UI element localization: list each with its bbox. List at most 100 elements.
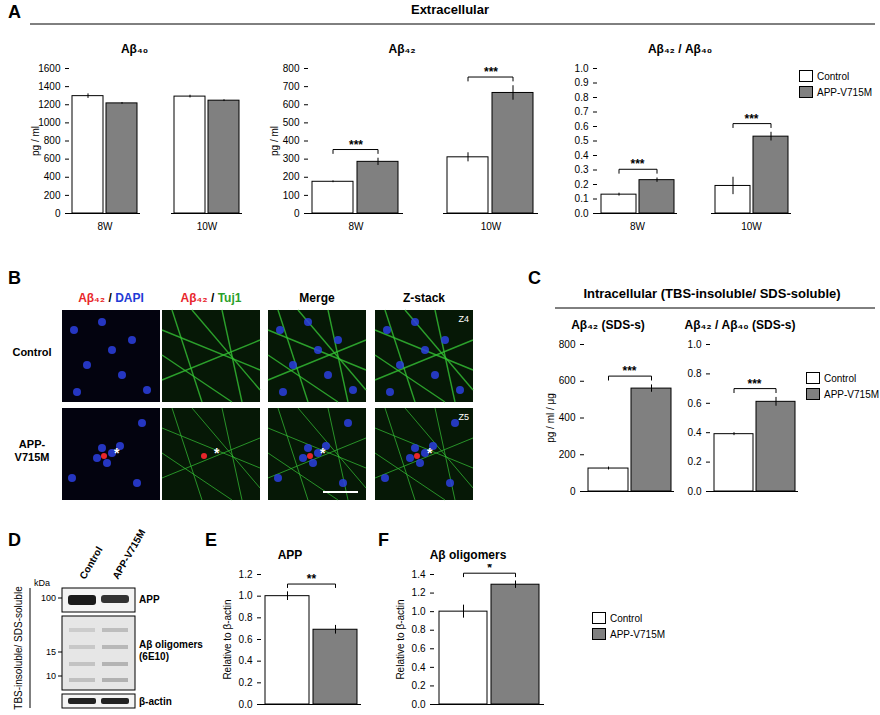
svg-text:0.8: 0.8 — [688, 368, 702, 379]
svg-text:B: B — [8, 268, 21, 288]
svg-text:*: * — [427, 445, 433, 461]
svg-text:Z5: Z5 — [458, 412, 469, 422]
svg-text:200: 200 — [559, 449, 576, 460]
svg-text:*: * — [487, 564, 492, 575]
svg-text:600: 600 — [44, 153, 61, 164]
svg-text:0.1: 0.1 — [575, 193, 589, 204]
svg-text:600: 600 — [283, 99, 300, 110]
svg-text:800: 800 — [559, 339, 576, 350]
svg-text:0.2: 0.2 — [412, 680, 426, 691]
svg-text:800: 800 — [44, 135, 61, 146]
svg-text:0.6: 0.6 — [239, 634, 253, 645]
svg-text:Aβ oligomers: Aβ oligomers — [139, 639, 203, 650]
svg-text:200: 200 — [283, 171, 300, 182]
svg-text:APP-V715M: APP-V715M — [110, 527, 147, 581]
svg-text:0.7: 0.7 — [575, 106, 589, 117]
svg-text:1200: 1200 — [38, 99, 61, 110]
svg-text:0.2: 0.2 — [239, 677, 253, 688]
svg-text:*: * — [320, 445, 326, 461]
svg-text:0.0: 0.0 — [239, 699, 253, 710]
svg-text:0.8: 0.8 — [412, 624, 426, 635]
svg-text:D: D — [8, 530, 21, 550]
svg-text:Control: Control — [12, 346, 51, 358]
svg-text:0.6: 0.6 — [575, 121, 589, 132]
svg-text:Relative to β-actin: Relative to β-actin — [222, 599, 233, 679]
svg-text:0.4: 0.4 — [688, 427, 702, 438]
svg-text:0.2: 0.2 — [575, 179, 589, 190]
svg-text:***: *** — [630, 157, 644, 171]
svg-text:Intracellular (TBS-insoluble/: Intracellular (TBS-insoluble/ SDS-solubl… — [583, 286, 840, 301]
svg-text:0.0: 0.0 — [575, 208, 589, 219]
svg-text:A: A — [8, 2, 21, 22]
svg-text:E: E — [205, 530, 217, 550]
svg-text:8W: 8W — [98, 221, 114, 232]
svg-text:0.6: 0.6 — [412, 643, 426, 654]
svg-text:***: *** — [484, 65, 498, 79]
svg-text:0.5: 0.5 — [575, 135, 589, 146]
svg-text:F: F — [378, 530, 389, 550]
svg-text:0: 0 — [570, 486, 576, 497]
svg-text:1400: 1400 — [38, 81, 61, 92]
svg-text:0.3: 0.3 — [575, 164, 589, 175]
svg-text:10W: 10W — [197, 221, 218, 232]
svg-text:pg / ml: pg / ml — [30, 126, 41, 156]
svg-text:700: 700 — [283, 81, 300, 92]
svg-text:1600: 1600 — [38, 63, 61, 74]
svg-text:***: *** — [744, 112, 758, 126]
svg-text:β-actin: β-actin — [139, 696, 172, 707]
svg-text:(6E10): (6E10) — [139, 651, 169, 662]
svg-text:8W: 8W — [349, 221, 365, 232]
svg-text:Control: Control — [77, 545, 104, 581]
svg-text:8W: 8W — [630, 221, 646, 232]
svg-text:200: 200 — [44, 190, 61, 201]
svg-text:Relative to β-actin: Relative to β-actin — [395, 599, 406, 679]
svg-text:APP-V715M: APP-V715M — [15, 438, 50, 463]
svg-text:0.4: 0.4 — [239, 655, 253, 666]
svg-text:kDa: kDa — [34, 578, 50, 588]
svg-text:10W: 10W — [741, 221, 762, 232]
svg-text:Merge: Merge — [299, 291, 335, 305]
svg-text:1.0: 1.0 — [412, 606, 426, 617]
svg-text:300: 300 — [283, 153, 300, 164]
svg-text:0.4: 0.4 — [412, 662, 426, 673]
svg-text:400: 400 — [44, 171, 61, 182]
svg-text:1.0: 1.0 — [575, 63, 589, 74]
svg-text:1.0: 1.0 — [688, 339, 702, 350]
svg-text:0: 0 — [55, 208, 61, 219]
svg-text:100: 100 — [283, 190, 300, 201]
svg-text:1.2: 1.2 — [239, 569, 253, 580]
svg-text:pg / ml / μg: pg / ml / μg — [545, 393, 556, 443]
svg-text:C: C — [528, 268, 541, 288]
svg-text:**: ** — [307, 572, 317, 586]
svg-text:TBS-insoluble/ SDS-soluble: TBS-insoluble/ SDS-soluble — [13, 586, 24, 710]
svg-text:*: * — [214, 445, 220, 461]
svg-text:1000: 1000 — [38, 117, 61, 128]
svg-text:0.0: 0.0 — [412, 699, 426, 710]
svg-text:10W: 10W — [481, 221, 502, 232]
svg-text:0: 0 — [294, 208, 300, 219]
svg-text:600: 600 — [559, 375, 576, 386]
svg-text:15: 15 — [46, 647, 56, 657]
svg-text:1.0: 1.0 — [239, 590, 253, 601]
svg-text:100: 100 — [41, 593, 56, 603]
svg-text:0.8: 0.8 — [575, 92, 589, 103]
svg-text:***: *** — [747, 377, 761, 391]
svg-text:1.2: 1.2 — [412, 587, 426, 598]
svg-text:***: *** — [622, 364, 636, 378]
svg-text:1.4: 1.4 — [412, 569, 426, 580]
svg-text:Aβ₄₂ / Tuj1: Aβ₄₂ / Tuj1 — [181, 291, 242, 305]
svg-text:*: * — [114, 445, 120, 461]
svg-text:0.4: 0.4 — [575, 150, 589, 161]
svg-text:400: 400 — [283, 135, 300, 146]
svg-text:0.8: 0.8 — [239, 612, 253, 623]
svg-text:800: 800 — [283, 63, 300, 74]
svg-text:0.9: 0.9 — [575, 77, 589, 88]
svg-text:Extracellular: Extracellular — [411, 2, 489, 17]
svg-text:APP: APP — [139, 594, 160, 605]
svg-text:500: 500 — [283, 117, 300, 128]
svg-text:Aβ₄₂ / DAPI: Aβ₄₂ / DAPI — [78, 291, 144, 305]
svg-text:0.0: 0.0 — [688, 486, 702, 497]
svg-text:pg / ml: pg / ml — [269, 126, 280, 156]
svg-text:400: 400 — [559, 412, 576, 423]
svg-text:0.6: 0.6 — [688, 398, 702, 409]
